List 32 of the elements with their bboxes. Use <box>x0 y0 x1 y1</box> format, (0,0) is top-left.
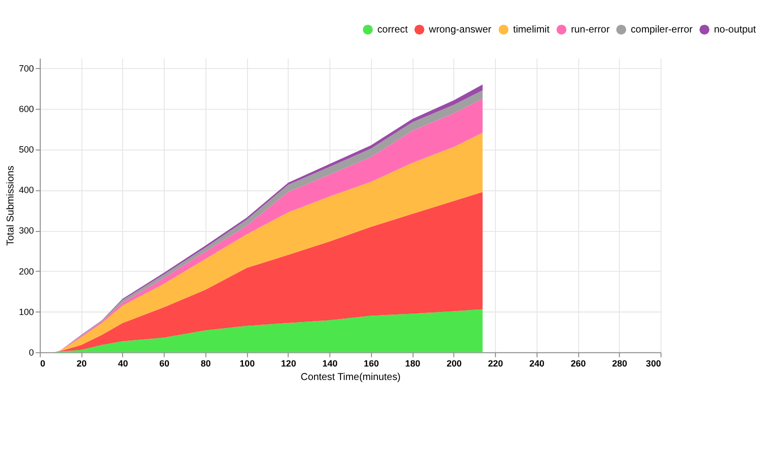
x-tick-label: 80 <box>200 358 211 368</box>
y-tick-label: 300 <box>18 226 34 236</box>
legend-label: correct <box>377 24 408 36</box>
x-tick-label: 300 <box>646 358 662 368</box>
x-axis-title: Contest Time(minutes) <box>300 372 401 383</box>
x-tick-label: 60 <box>159 358 170 368</box>
y-tick-label: 600 <box>18 104 34 114</box>
y-tick-label: 100 <box>18 306 34 317</box>
x-tick-label: 220 <box>488 358 504 368</box>
y-tick-label: 700 <box>18 63 34 74</box>
legend-label: compiler-error <box>630 24 694 36</box>
x-tick-label: 280 <box>612 358 628 368</box>
x-tick-label: 120 <box>281 358 296 368</box>
y-axis-title: Total Submissions <box>5 166 16 246</box>
y-tick-label: 500 <box>18 144 34 155</box>
x-tick-label: 100 <box>240 358 255 368</box>
x-tick-label: 260 <box>570 358 586 368</box>
legend-label: no-output <box>714 24 756 36</box>
x-tick-label: 40 <box>118 358 128 368</box>
x-tick-label: 180 <box>405 358 420 368</box>
y-tick-label: 0 <box>28 347 34 358</box>
x-tick-label: 240 <box>529 358 544 368</box>
legend-label: wrong-answer <box>428 24 492 36</box>
legend-label: timelimit <box>513 24 550 36</box>
y-tick-label: 400 <box>18 185 34 196</box>
x-tick-label: 20 <box>76 358 87 368</box>
y-tick-label: 200 <box>18 266 34 276</box>
legend-label: run-error <box>570 24 610 36</box>
x-tick-label: 160 <box>364 358 379 368</box>
x-tick-label: 200 <box>446 358 462 368</box>
x-tick-label: 0 <box>40 358 46 368</box>
x-tick-label: 140 <box>322 358 338 368</box>
